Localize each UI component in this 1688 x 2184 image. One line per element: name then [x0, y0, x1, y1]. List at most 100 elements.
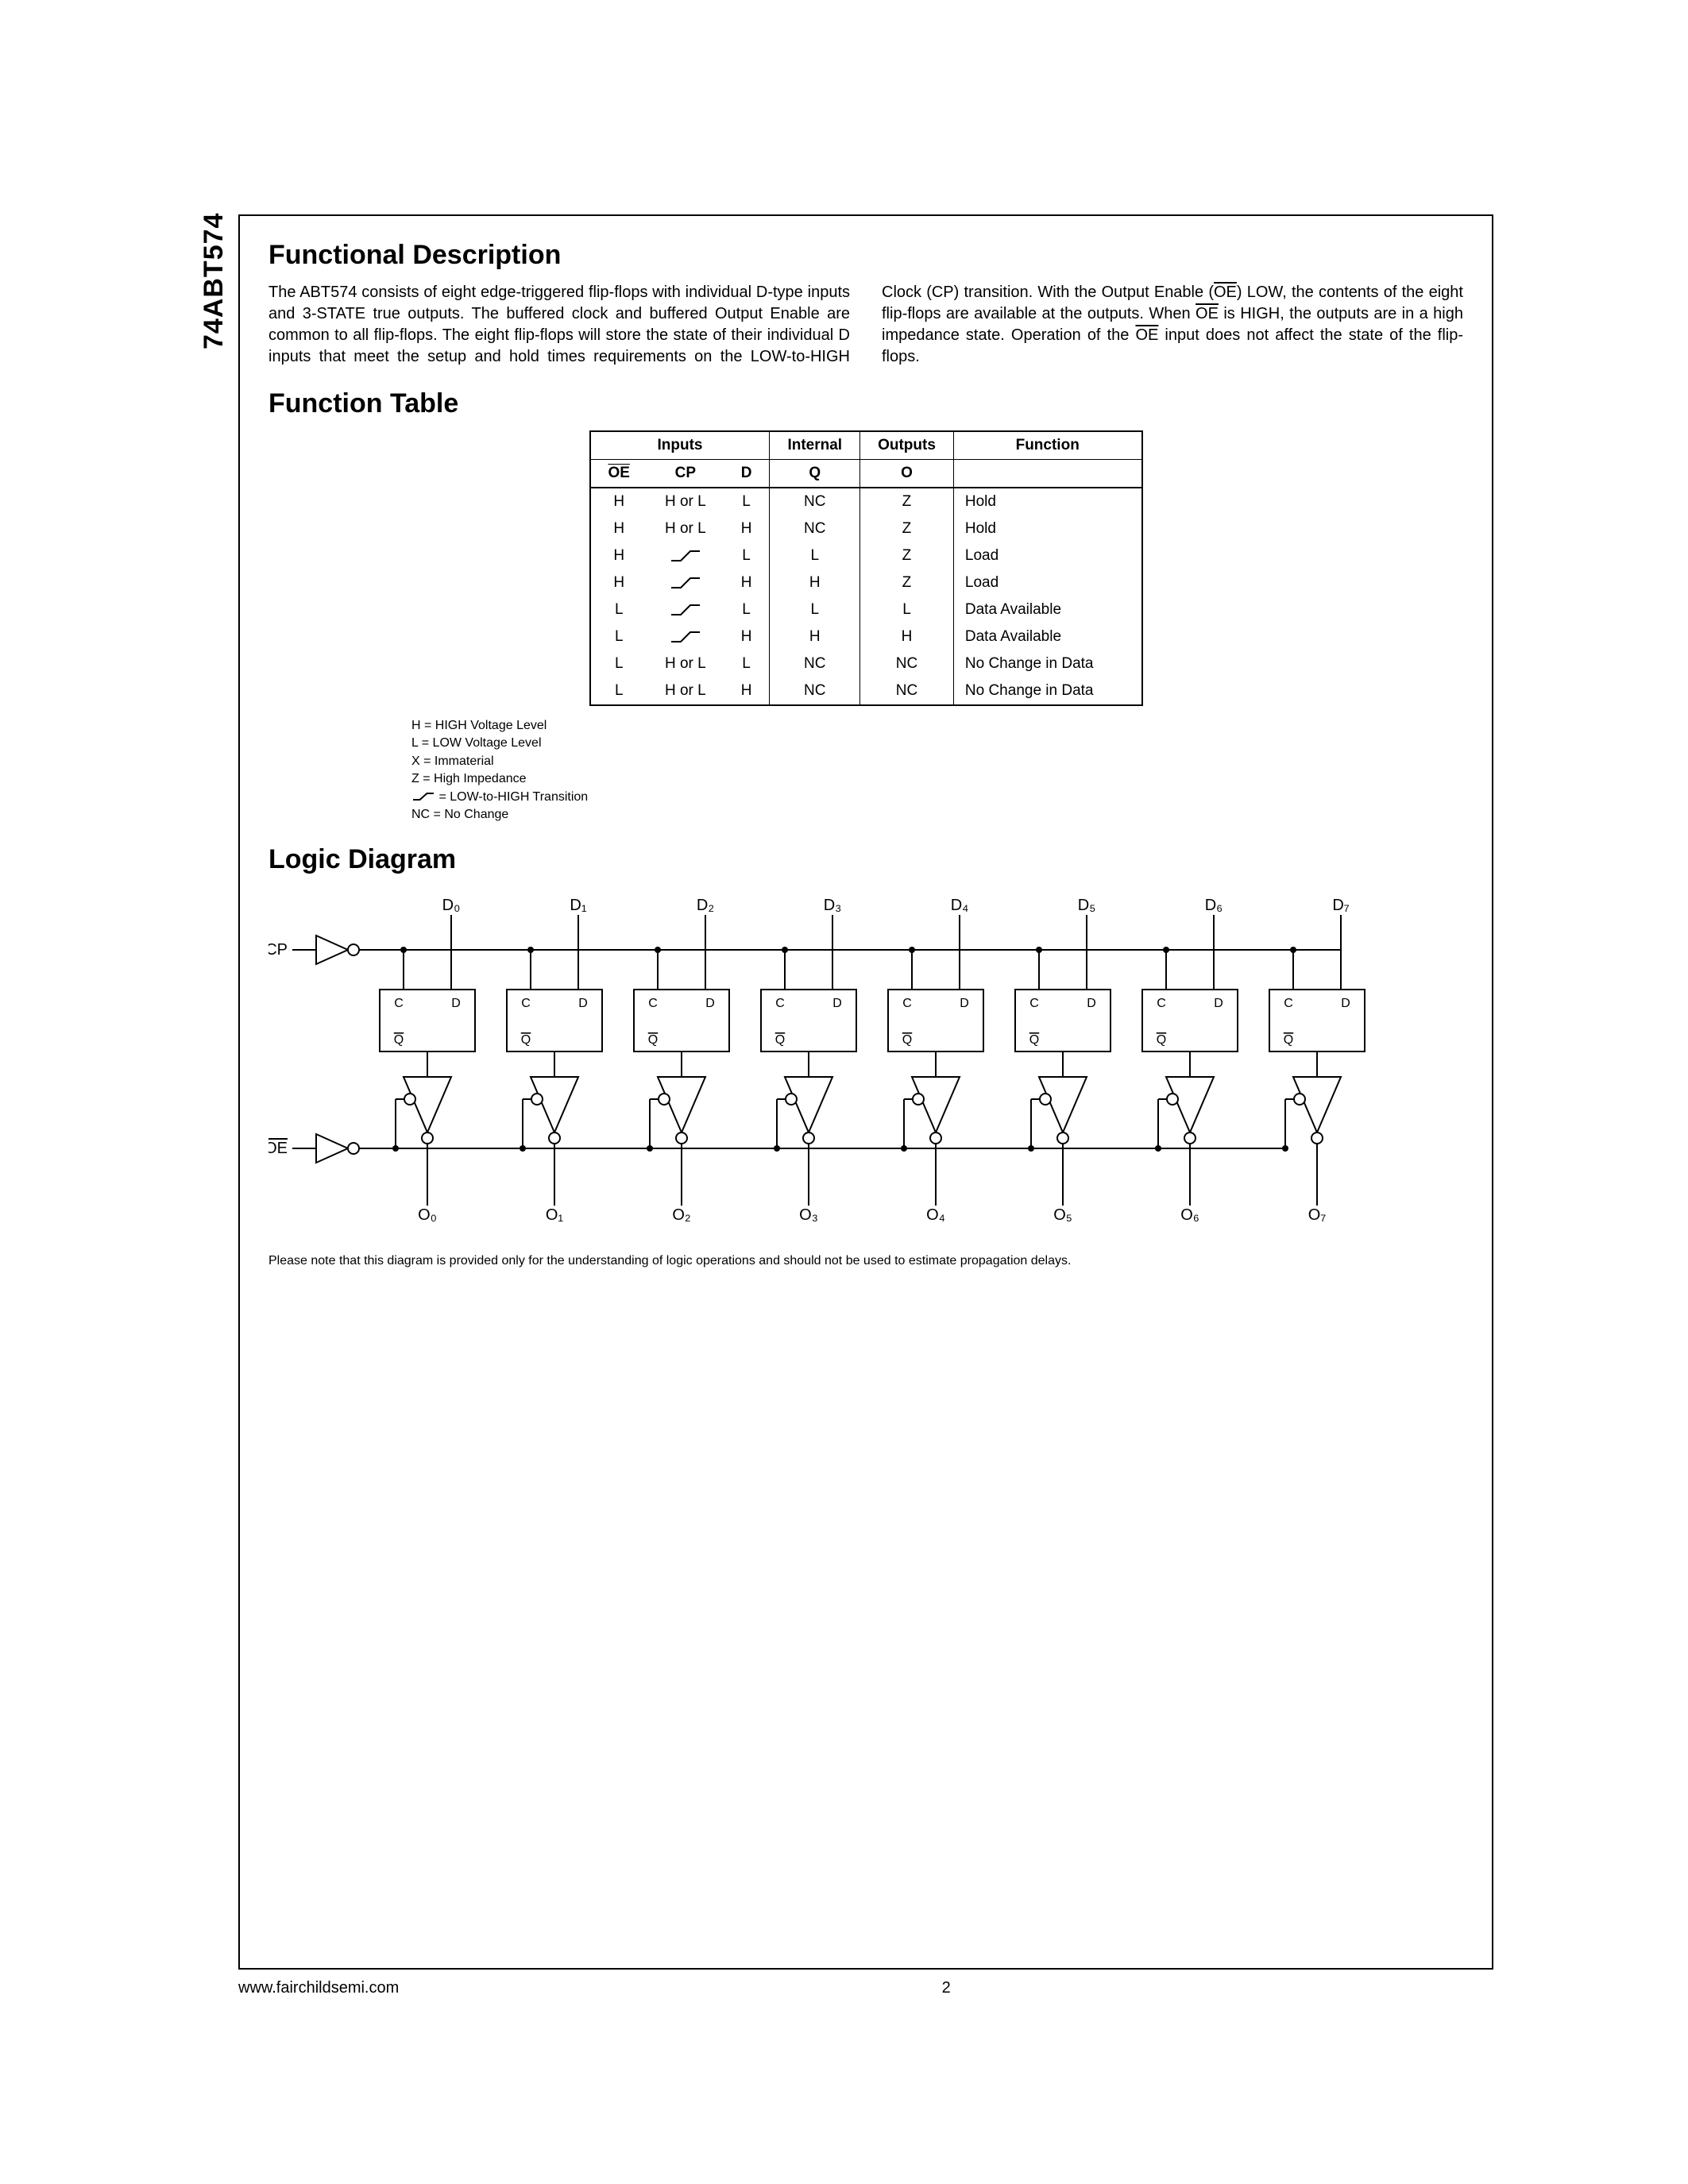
- table-row: LH or LLNCNCNo Change in Data: [590, 650, 1142, 677]
- cell-oe: L: [590, 596, 647, 623]
- logic-diagram-svg: CPOED₀CDQO₀D₁CDQO₁D₂CDQO₂D₃CDQO₃D₄CDQO₄D…: [268, 886, 1444, 1236]
- cell-q: NC: [770, 515, 860, 542]
- cell-cp: [647, 623, 724, 650]
- content-frame: Functional Description The ABT574 consis…: [238, 214, 1493, 1970]
- cell-cp: [647, 542, 724, 569]
- cell-fn: Data Available: [953, 596, 1141, 623]
- svg-text:D₂: D₂: [697, 897, 714, 914]
- cell-oe: L: [590, 677, 647, 705]
- svg-text:O₂: O₂: [672, 1206, 690, 1224]
- table-row: HH or LHNCZHold: [590, 515, 1142, 542]
- oe-overbar: OE: [1135, 326, 1158, 344]
- table-row: HLLZLoad: [590, 542, 1142, 569]
- svg-text:D₆: D₆: [1205, 897, 1223, 914]
- table-row: HHHZLoad: [590, 569, 1142, 596]
- svg-text:D: D: [832, 997, 842, 1010]
- functional-description-title: Functional Description: [268, 240, 1463, 271]
- svg-text:CP: CP: [268, 941, 288, 959]
- svg-text:D: D: [578, 997, 588, 1010]
- cell-fn: Load: [953, 542, 1141, 569]
- cell-d: H: [724, 623, 770, 650]
- cell-d: L: [724, 542, 770, 569]
- svg-text:O₅: O₅: [1053, 1206, 1072, 1224]
- cell-o: NC: [860, 650, 954, 677]
- part-number-label: 74ABT574: [199, 213, 230, 349]
- svg-text:C: C: [775, 997, 785, 1010]
- svg-text:OE: OE: [268, 1140, 288, 1157]
- cell-q: H: [770, 569, 860, 596]
- svg-text:O₀: O₀: [418, 1206, 437, 1224]
- svg-text:D₃: D₃: [824, 897, 842, 914]
- cell-fn: Load: [953, 569, 1141, 596]
- cell-q: NC: [770, 650, 860, 677]
- page-footer: www.fairchildsemi.com 2: [238, 1979, 1493, 1997]
- svg-text:D₅: D₅: [1078, 897, 1096, 914]
- svg-text:D: D: [705, 997, 715, 1010]
- svg-text:C: C: [1157, 997, 1166, 1010]
- svg-text:Q: Q: [648, 1033, 658, 1047]
- cell-d: L: [724, 488, 770, 515]
- legend-line: L = LOW Voltage Level: [411, 735, 1463, 752]
- th-cp: CP: [647, 460, 724, 488]
- cell-q: NC: [770, 677, 860, 705]
- cell-cp: [647, 596, 724, 623]
- svg-text:C: C: [394, 997, 404, 1010]
- cell-d: H: [724, 569, 770, 596]
- page: 74ABT574 Functional Description The ABT5…: [0, 0, 1688, 2184]
- svg-text:Q: Q: [521, 1033, 531, 1047]
- table-legend: H = HIGH Voltage LevelL = LOW Voltage Le…: [411, 717, 1463, 824]
- th-internal: Internal: [770, 431, 860, 460]
- legend-line: = LOW-to-HIGH Transition: [411, 789, 1463, 806]
- th-function: Function: [953, 431, 1141, 460]
- svg-text:Q: Q: [1157, 1033, 1166, 1047]
- legend-line: NC = No Change: [411, 806, 1463, 824]
- function-table: InputsInternalOutputsFunctionOECPDQOHH o…: [589, 430, 1143, 706]
- footer-url: www.fairchildsemi.com: [238, 1979, 399, 1997]
- cell-d: H: [724, 515, 770, 542]
- cell-oe: L: [590, 623, 647, 650]
- svg-text:Q: Q: [1029, 1033, 1039, 1047]
- table-row: LHHHData Available: [590, 623, 1142, 650]
- cell-oe: H: [590, 515, 647, 542]
- cell-cp: H or L: [647, 488, 724, 515]
- svg-text:D: D: [1087, 997, 1096, 1010]
- cell-q: L: [770, 596, 860, 623]
- svg-text:O₃: O₃: [799, 1206, 818, 1224]
- svg-text:O₇: O₇: [1308, 1206, 1327, 1224]
- svg-text:C: C: [1029, 997, 1039, 1010]
- th-d: D: [724, 460, 770, 488]
- svg-text:C: C: [902, 997, 912, 1010]
- cell-o: L: [860, 596, 954, 623]
- cell-o: Z: [860, 488, 954, 515]
- svg-text:Q: Q: [394, 1033, 404, 1047]
- function-table-title: Function Table: [268, 388, 1463, 419]
- svg-text:O₄: O₄: [926, 1206, 945, 1224]
- svg-text:Q: Q: [1284, 1033, 1293, 1047]
- svg-text:C: C: [648, 997, 658, 1010]
- svg-text:D: D: [451, 997, 461, 1010]
- cell-oe: H: [590, 569, 647, 596]
- cell-oe: L: [590, 650, 647, 677]
- svg-text:D: D: [1214, 997, 1223, 1010]
- th-oe: OE: [590, 460, 647, 488]
- logic-diagram-note: Please note that this diagram is provide…: [268, 1254, 1463, 1268]
- oe-overbar: OE: [1196, 305, 1219, 322]
- oe-overbar: OE: [1214, 284, 1237, 301]
- svg-text:D: D: [960, 997, 969, 1010]
- svg-text:D₁: D₁: [570, 897, 586, 914]
- cell-cp: H or L: [647, 677, 724, 705]
- cell-d: L: [724, 596, 770, 623]
- th-inputs: Inputs: [590, 431, 770, 460]
- cell-oe: H: [590, 488, 647, 515]
- cell-o: H: [860, 623, 954, 650]
- cell-fn: No Change in Data: [953, 677, 1141, 705]
- svg-text:D: D: [1341, 997, 1350, 1010]
- logic-diagram-wrap: CPOED₀CDQO₀D₁CDQO₁D₂CDQO₂D₃CDQO₃D₄CDQO₄D…: [268, 886, 1463, 1240]
- svg-text:O₁: O₁: [546, 1206, 564, 1224]
- cell-cp: [647, 569, 724, 596]
- svg-text:C: C: [521, 997, 531, 1010]
- cell-o: Z: [860, 569, 954, 596]
- legend-line: Z = High Impedance: [411, 770, 1463, 788]
- cell-q: H: [770, 623, 860, 650]
- table-row: LH or LHNCNCNo Change in Data: [590, 677, 1142, 705]
